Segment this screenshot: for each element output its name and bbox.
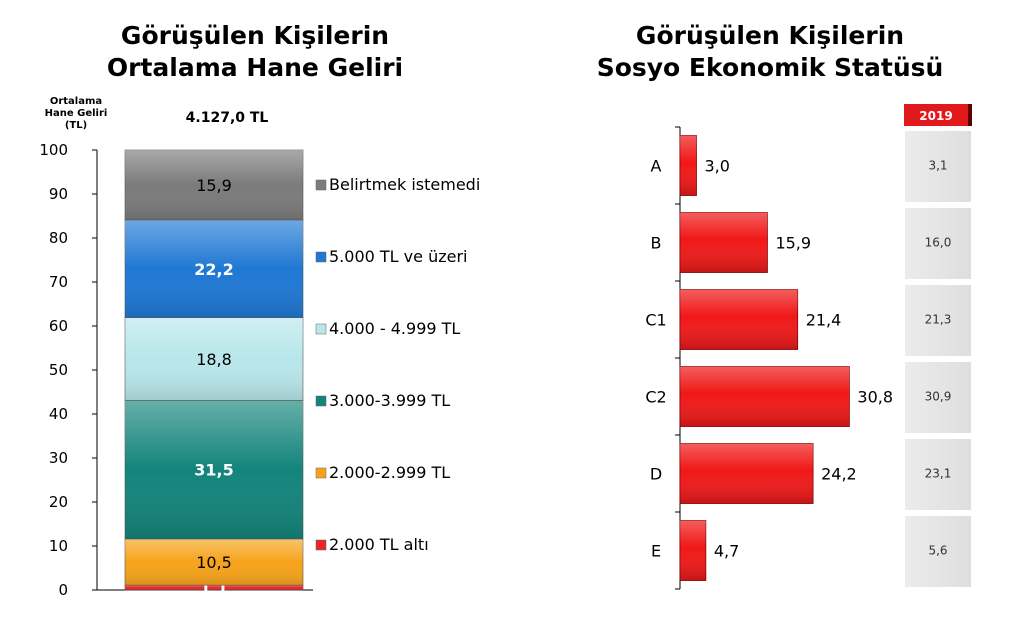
segment-data-label: 18,8 xyxy=(196,350,232,369)
y-axis-title-line1: Ortalama xyxy=(49,96,103,107)
comparison-value: 30,9 xyxy=(925,390,952,404)
ses-bar-data-label: 21,4 xyxy=(806,311,842,330)
y-tick-label: 50 xyxy=(49,361,68,379)
ses-bar-shading xyxy=(680,135,697,196)
legend-entry: Belirtmek istemedi xyxy=(329,175,480,194)
comparison-cell xyxy=(903,437,973,512)
comparison-header-bg xyxy=(904,104,972,126)
left-chart-title: Görüşülen Kişilerin Ortalama Hane Geliri xyxy=(20,20,490,84)
y-tick-label: 60 xyxy=(49,317,68,335)
ses-bar-shading xyxy=(680,366,850,427)
segment-data-label: 31,5 xyxy=(194,461,233,480)
left-chart-title-line2: Ortalama Hane Geliri xyxy=(106,53,404,82)
comparison-value: 3,1 xyxy=(928,159,947,173)
segment-shading xyxy=(125,150,303,220)
legend-entry: 3.000-3.999 TL xyxy=(329,391,450,410)
comparison-value: 16,0 xyxy=(925,236,952,250)
comparison-cell xyxy=(903,360,973,435)
comparison-cell xyxy=(903,129,973,204)
category-label: D xyxy=(650,465,662,484)
legend-entry: 2.000 TL altı xyxy=(329,535,429,554)
segment-shading xyxy=(125,219,303,318)
left-chart-title-line1: Görüşülen Kişilerin xyxy=(120,21,390,50)
legend-swatch xyxy=(315,323,327,335)
y-axis-title-line3: (TL) xyxy=(64,120,88,131)
legend-entry: 2.000-2.999 TL xyxy=(329,463,450,482)
legend-swatch xyxy=(315,539,327,551)
legend-entry: 4.000 - 4.999 TL xyxy=(329,319,460,338)
segment-data-label: 22,2 xyxy=(194,260,233,279)
y-tick-label: 10 xyxy=(49,537,68,555)
comparison-cell xyxy=(903,206,973,281)
ses-bar-data-label: 3,0 xyxy=(705,157,730,176)
legend-swatch xyxy=(315,251,327,263)
segment-shading xyxy=(125,538,303,586)
y-tick-label: 40 xyxy=(49,405,68,423)
comparison-value: 5,6 xyxy=(928,544,947,558)
segment-shading xyxy=(125,400,303,539)
legend-swatch xyxy=(315,395,327,407)
y-tick-label: 90 xyxy=(49,185,68,203)
ses-bar-data-label: 30,8 xyxy=(857,388,893,407)
comparison-cell xyxy=(903,283,973,358)
segment-shading xyxy=(125,585,303,590)
comparison-header-label: 2019 xyxy=(919,109,952,123)
ses-bar-shading xyxy=(680,520,706,581)
segment-data-label: 10,5 xyxy=(196,553,232,572)
ses-bar-data-label: 15,9 xyxy=(775,234,811,253)
comparison-value: 23,1 xyxy=(925,467,952,481)
ses-bar-shading xyxy=(680,212,768,273)
y-tick-label: 100 xyxy=(39,141,68,159)
ses-bar-shading xyxy=(680,443,814,504)
category-label: E xyxy=(651,542,661,561)
category-label: C2 xyxy=(645,388,666,407)
comparison-header-edge xyxy=(968,104,972,126)
y-tick-label: 0 xyxy=(58,581,68,599)
ses-bar-data-label: 4,7 xyxy=(714,542,739,561)
right-chart-title: Görüşülen Kişilerin Sosyo Ekonomik Statü… xyxy=(560,20,980,84)
y-axis-title: Ortalama Hane Geliri (TL) xyxy=(30,96,122,132)
y-tick-label: 20 xyxy=(49,493,68,511)
y-tick-label: 30 xyxy=(49,449,68,467)
right-chart-title-line1: Görüşülen Kişilerin xyxy=(635,21,905,50)
income-stacked-bar-chart: 01020304050607080901001,110,531,518,822,… xyxy=(39,141,480,599)
y-axis-title-line2: Hane Geliri xyxy=(44,108,108,119)
legend-entry: 5.000 TL ve üzeri xyxy=(329,247,467,266)
comparison-value: 21,3 xyxy=(925,313,952,327)
legend-swatch xyxy=(315,179,327,191)
y-tick-label: 70 xyxy=(49,273,68,291)
y-tick-label: 80 xyxy=(49,229,68,247)
legend-swatch xyxy=(315,467,327,479)
right-chart-title-line2: Sosyo Ekonomik Statüsü xyxy=(596,53,944,82)
ses-bar-shading xyxy=(680,289,798,350)
ses-horizontal-bar-chart: 2019 A 3,0 3,1 B 15,9 16,0 C1 21,4 21,3 C2 30,8 30,9… xyxy=(645,104,973,590)
category-label: B xyxy=(651,234,662,253)
segment-data-label: 15,9 xyxy=(196,176,232,195)
category-label: C1 xyxy=(645,311,666,330)
category-label: A xyxy=(651,157,662,176)
comparison-cell xyxy=(903,514,973,589)
ses-bar-data-label: 24,2 xyxy=(821,465,857,484)
average-income-value: 4.127,0 TL xyxy=(185,110,269,126)
segment-shading xyxy=(125,317,303,401)
